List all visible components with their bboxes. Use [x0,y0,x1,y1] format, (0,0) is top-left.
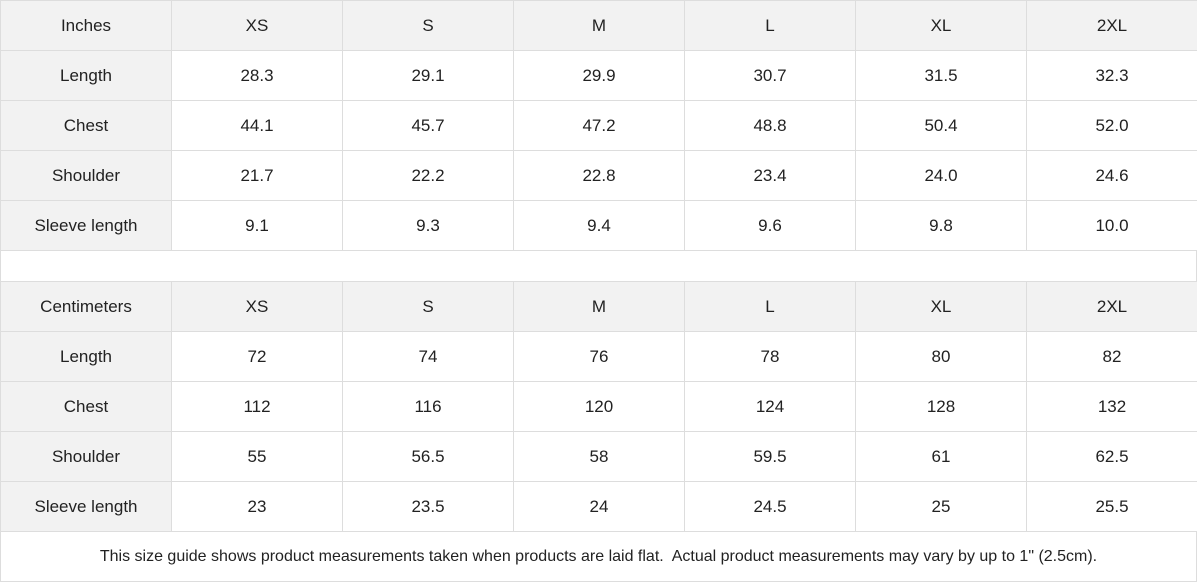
value-cell: 10.0 [1027,201,1197,251]
value-cell: 24 [514,482,685,532]
row-label: Sleeve length [1,482,172,532]
value-cell: 9.6 [685,201,856,251]
value-cell: 31.5 [856,51,1027,101]
value-cell: 25 [856,482,1027,532]
header-cell: XS [172,282,343,332]
value-cell: 128 [856,382,1027,432]
value-cell: 50.4 [856,101,1027,151]
value-cell: 29.9 [514,51,685,101]
header-cell: S [343,1,514,51]
value-cell: 74 [343,332,514,382]
value-cell: 56.5 [343,432,514,482]
row-label: Length [1,332,172,382]
row-label: Shoulder [1,151,172,201]
value-cell: 23 [172,482,343,532]
value-cell: 23.5 [343,482,514,532]
value-cell: 112 [172,382,343,432]
row-label: Chest [1,382,172,432]
header-cell: XS [172,1,343,51]
value-cell: 59.5 [685,432,856,482]
value-cell: 28.3 [172,51,343,101]
value-cell: 9.8 [856,201,1027,251]
value-cell: 24.6 [1027,151,1197,201]
value-cell: 24.0 [856,151,1027,201]
value-cell: 78 [685,332,856,382]
value-cell: 32.3 [1027,51,1197,101]
value-cell: 48.8 [685,101,856,151]
header-cell: M [514,282,685,332]
header-cell: S [343,282,514,332]
value-cell: 62.5 [1027,432,1197,482]
value-cell: 22.8 [514,151,685,201]
value-cell: 72 [172,332,343,382]
value-cell: 55 [172,432,343,482]
row-label: Shoulder [1,432,172,482]
value-cell: 22.2 [343,151,514,201]
row-label: Chest [1,101,172,151]
value-cell: 124 [685,382,856,432]
header-cell: L [685,1,856,51]
header-cell: Inches [1,1,172,51]
value-cell: 45.7 [343,101,514,151]
value-cell: 30.7 [685,51,856,101]
header-cell: XL [856,1,1027,51]
table-gap [0,251,1197,281]
value-cell: 9.4 [514,201,685,251]
value-cell: 9.1 [172,201,343,251]
value-cell: 116 [343,382,514,432]
value-cell: 29.1 [343,51,514,101]
value-cell: 21.7 [172,151,343,201]
value-cell: 47.2 [514,101,685,151]
header-cell: Centimeters [1,282,172,332]
row-label: Length [1,51,172,101]
note: This size guide shows product measuremen… [0,532,1197,582]
value-cell: 25.5 [1027,482,1197,532]
value-cell: 58 [514,432,685,482]
header-cell: 2XL [1027,1,1197,51]
inches-table: Inches XS S M L XL 2XL Length 28.3 29.1 29.9 30.7 31… [0,0,1197,251]
value-cell: 120 [514,382,685,432]
value-cell: 9.3 [343,201,514,251]
value-cell: 80 [856,332,1027,382]
header-cell: M [514,1,685,51]
value-cell: 132 [1027,382,1197,432]
value-cell: 82 [1027,332,1197,382]
header-cell: 2XL [1027,282,1197,332]
value-cell: 61 [856,432,1027,482]
value-cell: 23.4 [685,151,856,201]
value-cell: 24.5 [685,482,856,532]
value-cell: 52.0 [1027,101,1197,151]
value-cell: 76 [514,332,685,382]
header-cell: XL [856,282,1027,332]
header-cell: L [685,282,856,332]
value-cell: 44.1 [172,101,343,151]
row-label: Sleeve length [1,201,172,251]
centimeters-table: Centimeters XS S M L XL 2XL Length 72 74 76 78 80 82 C… [0,281,1197,532]
